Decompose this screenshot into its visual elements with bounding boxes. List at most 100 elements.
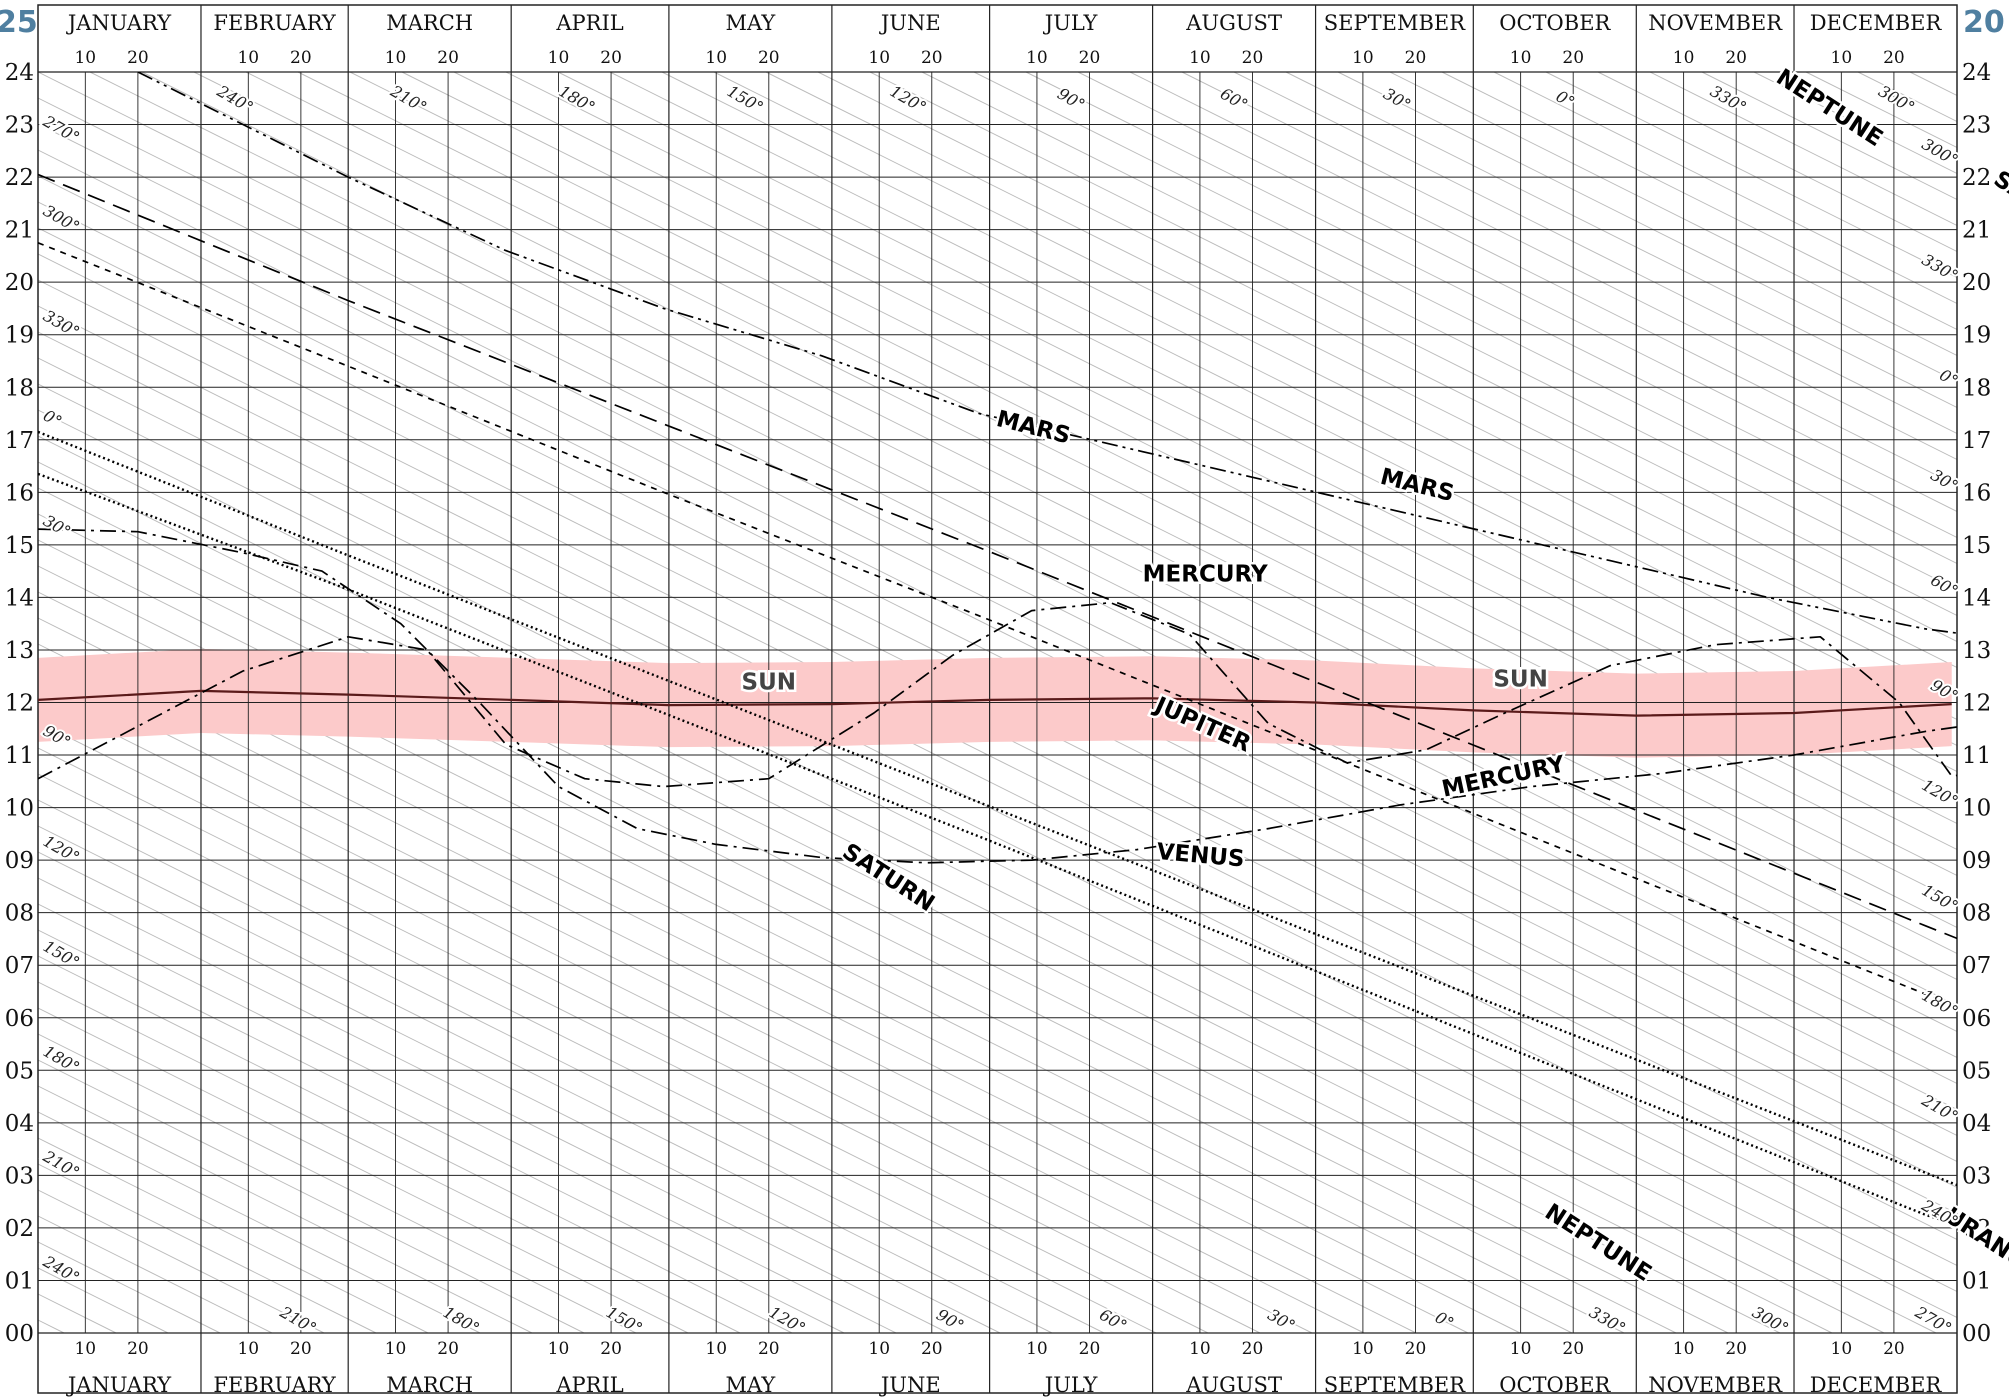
day-label-top: 10 (1026, 48, 1048, 68)
day-label-top: 10 (548, 48, 570, 68)
hour-label-right: 05 (1962, 1058, 1991, 1084)
hour-label-right: 14 (1962, 585, 1991, 611)
day-label-bottom: 20 (1079, 1339, 1101, 1359)
day-label-top: 10 (1510, 48, 1532, 68)
month-label-bottom: AUGUST (1185, 1373, 1282, 1397)
hour-label-left: 22 (5, 165, 34, 191)
series-saturn-line (38, 472, 1957, 1227)
month-label-top: APRIL (555, 11, 623, 35)
day-label-top: 10 (705, 48, 727, 68)
day-label-top: 10 (1673, 48, 1695, 68)
hour-label-left: 08 (5, 901, 34, 927)
day-label-top: 20 (290, 48, 312, 68)
hour-label-left: 03 (5, 1163, 34, 1189)
day-label-top: 10 (1831, 48, 1853, 68)
day-label-top: 20 (437, 48, 459, 68)
hour-label-right: 20 (1962, 270, 1991, 296)
day-label-top: 20 (1242, 48, 1264, 68)
month-label-bottom: MARCH (386, 1373, 473, 1397)
hour-label-left: 15 (5, 533, 34, 559)
hour-label-left: 16 (5, 480, 34, 506)
hour-label-right: 21 (1962, 218, 1991, 244)
day-label-bottom: 10 (548, 1339, 570, 1359)
hour-label-right: 12 (1962, 691, 1991, 717)
day-label-bottom: 10 (385, 1339, 407, 1359)
hour-label-right: 23 (1962, 113, 1991, 139)
day-label-bottom: 20 (1883, 1339, 1905, 1359)
hour-label-right: 24 (1962, 60, 1991, 86)
month-label-top: NOVEMBER (1648, 11, 1783, 35)
hour-label-right: 16 (1962, 480, 1991, 506)
hour-label-right: 15 (1962, 533, 1991, 559)
hour-label-right: 19 (1962, 323, 1991, 349)
hour-label-left: 20 (5, 270, 34, 296)
day-label-bottom: 20 (437, 1339, 459, 1359)
day-label-top: 20 (758, 48, 780, 68)
hour-label-left: 18 (5, 375, 34, 401)
month-label-top: MAY (726, 11, 777, 35)
month-label-bottom: JULY (1043, 1373, 1099, 1397)
day-label-bottom: 20 (600, 1339, 622, 1359)
series-label-mercury: MERCURY (1143, 562, 1268, 588)
month-label-bottom: SEPTEMBER (1324, 1373, 1466, 1397)
hour-label-right: 18 (1962, 375, 1991, 401)
month-label-bottom: JANUARY (66, 1373, 172, 1397)
day-label-top: 20 (127, 48, 149, 68)
day-label-bottom: 20 (758, 1339, 780, 1359)
hour-label-left: 19 (5, 323, 34, 349)
day-label-bottom: 20 (127, 1339, 149, 1359)
hour-label-left: 00 (5, 1321, 34, 1347)
hour-label-left: 13 (5, 638, 34, 664)
month-label-bottom: APRIL (555, 1373, 623, 1397)
hour-label-right: 03 (1962, 1163, 1991, 1189)
month-label-bottom: OCTOBER (1499, 1373, 1611, 1397)
day-label-top: 10 (1352, 48, 1374, 68)
hour-label-right: 04 (1962, 1111, 1991, 1137)
hour-label-left: 11 (5, 743, 34, 769)
day-label-bottom: 10 (868, 1339, 890, 1359)
month-label-top: JULY (1043, 11, 1099, 35)
hour-label-right: 07 (1962, 953, 1991, 979)
hour-label-left: 04 (5, 1111, 34, 1137)
day-label-bottom: 10 (1026, 1339, 1048, 1359)
day-label-top: 10 (237, 48, 259, 68)
month-label-top: SEPTEMBER (1324, 11, 1466, 35)
series-jupiter-line (38, 173, 1957, 940)
hour-label-right: 02 (1962, 1216, 1991, 1242)
month-label-bottom: MAY (726, 1373, 777, 1397)
day-label-bottom: 10 (237, 1339, 259, 1359)
month-label-top: JUNE (879, 11, 941, 35)
day-label-bottom: 20 (921, 1339, 943, 1359)
month-label-bottom: DECEMBER (1810, 1373, 1943, 1397)
series-sun-line (38, 689, 1952, 717)
hour-label-right: 00 (1962, 1321, 1991, 1347)
day-label-top: 10 (385, 48, 407, 68)
hour-label-left: 02 (5, 1216, 34, 1242)
day-label-bottom: 10 (1352, 1339, 1374, 1359)
month-label-top: FEBRUARY (213, 11, 337, 35)
hour-label-right: 13 (1962, 638, 1991, 664)
month-label-bottom: NOVEMBER (1648, 1373, 1783, 1397)
day-label-top: 20 (921, 48, 943, 68)
hour-label-right: 22 (1962, 165, 1991, 191)
hour-label-left: 01 (5, 1268, 34, 1294)
day-label-top: 20 (1405, 48, 1427, 68)
day-label-bottom: 20 (1562, 1339, 1584, 1359)
hour-label-left: 07 (5, 953, 34, 979)
day-label-bottom: 20 (1242, 1339, 1264, 1359)
day-label-top: 10 (74, 48, 96, 68)
hour-label-left: 14 (5, 585, 34, 611)
hour-label-right: 08 (1962, 901, 1991, 927)
month-label-bottom: FEBRUARY (213, 1373, 337, 1397)
month-label-top: OCTOBER (1499, 11, 1611, 35)
series-venus-line (38, 528, 1957, 864)
series-label-sun: SUN (742, 669, 797, 695)
series-mars-line (137, 72, 1957, 634)
day-label-bottom: 10 (1510, 1339, 1532, 1359)
day-label-top: 10 (1189, 48, 1211, 68)
hour-label-left: 23 (5, 113, 34, 139)
month-label-bottom: JUNE (879, 1373, 941, 1397)
day-label-bottom: 10 (74, 1339, 96, 1359)
hour-label-right: 09 (1962, 848, 1991, 874)
